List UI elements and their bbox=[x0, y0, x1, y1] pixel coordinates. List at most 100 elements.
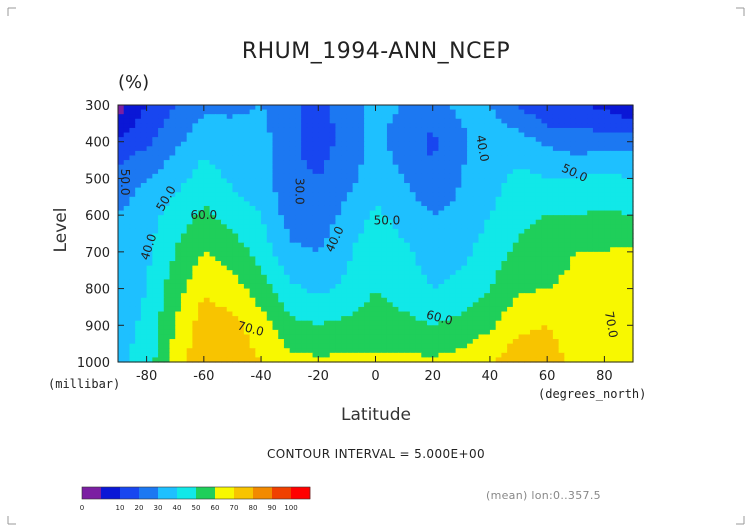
contour-cell bbox=[324, 283, 331, 290]
contour-cell bbox=[604, 178, 611, 184]
contour-cell bbox=[249, 334, 256, 340]
contour-cell bbox=[575, 201, 583, 207]
contour-cell bbox=[261, 160, 268, 166]
contour-cell bbox=[318, 256, 325, 262]
contour-cell bbox=[444, 109, 451, 115]
contour-cell bbox=[512, 118, 520, 124]
contour-cell bbox=[415, 141, 422, 147]
contour-cell bbox=[615, 302, 623, 308]
contour-cell bbox=[209, 320, 216, 326]
contour-cell bbox=[575, 283, 583, 290]
contour-cell bbox=[415, 238, 422, 244]
contour-cell bbox=[283, 288, 291, 294]
contour-cell bbox=[249, 279, 256, 285]
contour-cell bbox=[266, 219, 274, 225]
contour-cell bbox=[312, 137, 319, 143]
contour-cell bbox=[186, 297, 193, 303]
contour-cell bbox=[581, 187, 588, 193]
contour-cell bbox=[283, 155, 291, 161]
contour-cell bbox=[192, 242, 199, 248]
contour-cell bbox=[507, 187, 514, 193]
contour-cell bbox=[415, 146, 422, 152]
contour-cell bbox=[175, 169, 182, 175]
contour-cell bbox=[186, 114, 193, 120]
contour-cell bbox=[358, 306, 365, 313]
contour-cell bbox=[375, 196, 382, 202]
contour-cell bbox=[255, 288, 262, 294]
contour-cell bbox=[283, 224, 291, 230]
contour-cell bbox=[238, 150, 245, 157]
contour-cell bbox=[283, 357, 291, 363]
contour-cell bbox=[146, 141, 153, 147]
contour-cell bbox=[232, 251, 239, 258]
contour-cell bbox=[467, 196, 474, 202]
contour-cell bbox=[421, 219, 428, 225]
contour-cell bbox=[295, 146, 302, 152]
contour-cell bbox=[140, 141, 148, 147]
contour-cell bbox=[283, 192, 291, 198]
contour-cell bbox=[158, 196, 165, 202]
contour-cell bbox=[324, 105, 331, 111]
contour-cell bbox=[558, 205, 565, 212]
contour-cell bbox=[198, 155, 205, 161]
contour-cell bbox=[541, 146, 548, 152]
contour-cell bbox=[140, 302, 148, 308]
contour-cell bbox=[266, 242, 274, 248]
contour-cell bbox=[524, 316, 531, 322]
contour-cell bbox=[530, 302, 537, 308]
contour-cell bbox=[467, 141, 474, 147]
contour-cell bbox=[467, 201, 474, 207]
contour-cell bbox=[507, 114, 514, 120]
contour-cell bbox=[432, 173, 440, 180]
contour-cell bbox=[427, 334, 434, 340]
contour-cell bbox=[587, 137, 594, 143]
contour-cell bbox=[467, 187, 474, 193]
contour-cell bbox=[301, 279, 308, 285]
contour-cell bbox=[169, 127, 176, 134]
contour-cell bbox=[180, 118, 188, 124]
contour-cell bbox=[255, 109, 262, 115]
contour-cell bbox=[541, 192, 548, 198]
contour-cell bbox=[152, 192, 159, 198]
contour-cell bbox=[180, 205, 188, 212]
contour-cell bbox=[547, 352, 554, 359]
contour-cell bbox=[381, 132, 388, 138]
contour-cell bbox=[455, 183, 462, 189]
contour-cell bbox=[547, 251, 554, 258]
contour-cell bbox=[484, 233, 491, 239]
contour-cell bbox=[489, 205, 497, 212]
contour-cell bbox=[541, 178, 548, 184]
contour-cell bbox=[118, 265, 125, 271]
contour-cell bbox=[524, 256, 531, 262]
contour-cell bbox=[587, 279, 594, 285]
contour-cell bbox=[266, 320, 274, 326]
contour-cell bbox=[375, 183, 382, 189]
contour-cell bbox=[266, 334, 274, 340]
contour-cell bbox=[512, 228, 520, 235]
contour-cell bbox=[530, 288, 537, 294]
contour-cell bbox=[512, 279, 520, 285]
contour-cell bbox=[129, 127, 136, 134]
contour-cell bbox=[409, 348, 417, 354]
contour-cell bbox=[484, 274, 491, 280]
contour-cell bbox=[135, 339, 142, 345]
contour-cell bbox=[238, 247, 245, 253]
contour-cell bbox=[381, 238, 388, 244]
contour-cell bbox=[301, 251, 308, 258]
contour-cell bbox=[192, 270, 199, 276]
contour-cell bbox=[203, 357, 211, 363]
contour-cell bbox=[627, 288, 634, 294]
corner-marks bbox=[7, 7, 745, 525]
contour-cell bbox=[261, 311, 268, 317]
contour-cell bbox=[518, 183, 525, 189]
contour-cell bbox=[306, 210, 314, 216]
contour-cell bbox=[249, 274, 256, 280]
contour-cell bbox=[432, 265, 440, 271]
contour-cell bbox=[421, 178, 428, 184]
contour-cell bbox=[621, 283, 628, 290]
contour-cell bbox=[358, 146, 365, 152]
contour-cell bbox=[238, 293, 245, 299]
contour-cell bbox=[232, 210, 239, 216]
contour-cell bbox=[158, 169, 165, 175]
contour-cell bbox=[604, 219, 611, 225]
